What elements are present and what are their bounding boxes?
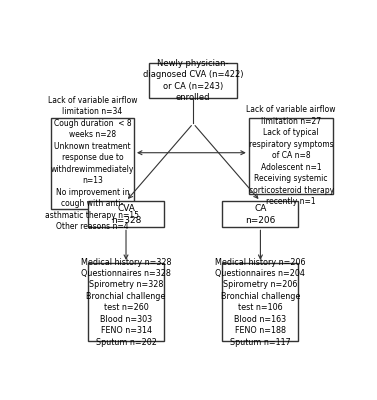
FancyBboxPatch shape: [88, 263, 164, 341]
Text: Medical history n=206
Questionnaires n=204
Spirometry n=206
Bronchial challenge
: Medical history n=206 Questionnaires n=2…: [215, 258, 306, 347]
FancyBboxPatch shape: [51, 118, 134, 209]
Text: Medical history n=328
Questionnaires n=328
Spirometry n=328
Bronchial challenge
: Medical history n=328 Questionnaires n=3…: [81, 258, 171, 347]
Text: Lack of variable airflow
limitation n=34
Cough duration  < 8
weeks n=28
Unknown : Lack of variable airflow limitation n=34…: [45, 96, 139, 231]
FancyBboxPatch shape: [222, 201, 298, 228]
Text: CA
n=206: CA n=206: [245, 204, 276, 224]
Text: Newly physician-
diagnosed CVA (n=422)
or CA (n=243)
enrolled: Newly physician- diagnosed CVA (n=422) o…: [143, 59, 244, 102]
FancyBboxPatch shape: [149, 63, 237, 98]
Text: Lack of variable airflow
limitation n=27
Lack of typical
respiratory symptoms
of: Lack of variable airflow limitation n=27…: [246, 106, 336, 206]
FancyBboxPatch shape: [222, 263, 298, 341]
Text: CVA
n=328: CVA n=328: [111, 204, 141, 224]
FancyBboxPatch shape: [249, 118, 333, 194]
FancyBboxPatch shape: [88, 201, 164, 228]
